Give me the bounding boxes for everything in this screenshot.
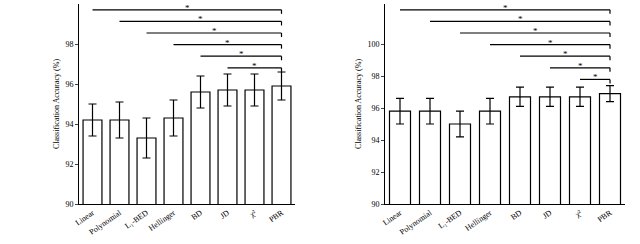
svg-text:94: 94 xyxy=(371,136,379,145)
svg-text:Classification Accuracy (%): Classification Accuracy (%) xyxy=(354,59,363,150)
svg-text:96: 96 xyxy=(65,80,73,89)
svg-text:*: * xyxy=(212,26,217,36)
svg-text:*: * xyxy=(185,3,190,13)
svg-text:*: * xyxy=(503,3,508,13)
svg-text:χ²: χ² xyxy=(247,208,258,220)
svg-text:96: 96 xyxy=(371,104,379,113)
svg-text:PBR: PBR xyxy=(267,208,285,224)
svg-text:*: * xyxy=(593,72,598,82)
svg-text:92: 92 xyxy=(371,168,379,177)
svg-text:χ²: χ² xyxy=(573,208,584,220)
svg-text:BD: BD xyxy=(190,208,204,222)
svg-text:100: 100 xyxy=(367,40,379,49)
svg-text:92: 92 xyxy=(65,160,73,169)
svg-text:*: * xyxy=(518,14,523,24)
svg-text:Polynomial: Polynomial xyxy=(88,208,124,237)
svg-text:90: 90 xyxy=(65,200,73,209)
svg-text:Linear: Linear xyxy=(74,208,97,228)
svg-text:Linear: Linear xyxy=(381,208,404,228)
svg-text:*: * xyxy=(563,49,568,59)
svg-text:94: 94 xyxy=(65,120,73,129)
svg-text:L₁-BED: L₁-BED xyxy=(437,208,464,231)
svg-text:*: * xyxy=(578,61,583,71)
svg-text:*: * xyxy=(252,61,257,71)
svg-text:98: 98 xyxy=(65,40,73,49)
svg-text:*: * xyxy=(198,14,203,24)
svg-text:BD: BD xyxy=(509,208,523,222)
svg-text:Hellinger: Hellinger xyxy=(147,208,177,233)
svg-text:Classification Accuracy (%): Classification Accuracy (%) xyxy=(52,59,61,150)
svg-text:JD: JD xyxy=(218,208,231,221)
svg-text:JD: JD xyxy=(541,208,554,221)
svg-text:L₁-BED: L₁-BED xyxy=(123,208,150,231)
svg-text:*: * xyxy=(239,49,244,59)
svg-text:90: 90 xyxy=(371,200,379,209)
svg-text:*: * xyxy=(548,38,553,48)
svg-text:Polynomial: Polynomial xyxy=(398,208,434,237)
svg-text:*: * xyxy=(225,38,230,48)
svg-text:*: * xyxy=(533,26,538,36)
svg-text:PBR: PBR xyxy=(596,208,614,224)
svg-text:98: 98 xyxy=(371,72,379,81)
svg-text:Hellinger: Hellinger xyxy=(464,208,494,233)
